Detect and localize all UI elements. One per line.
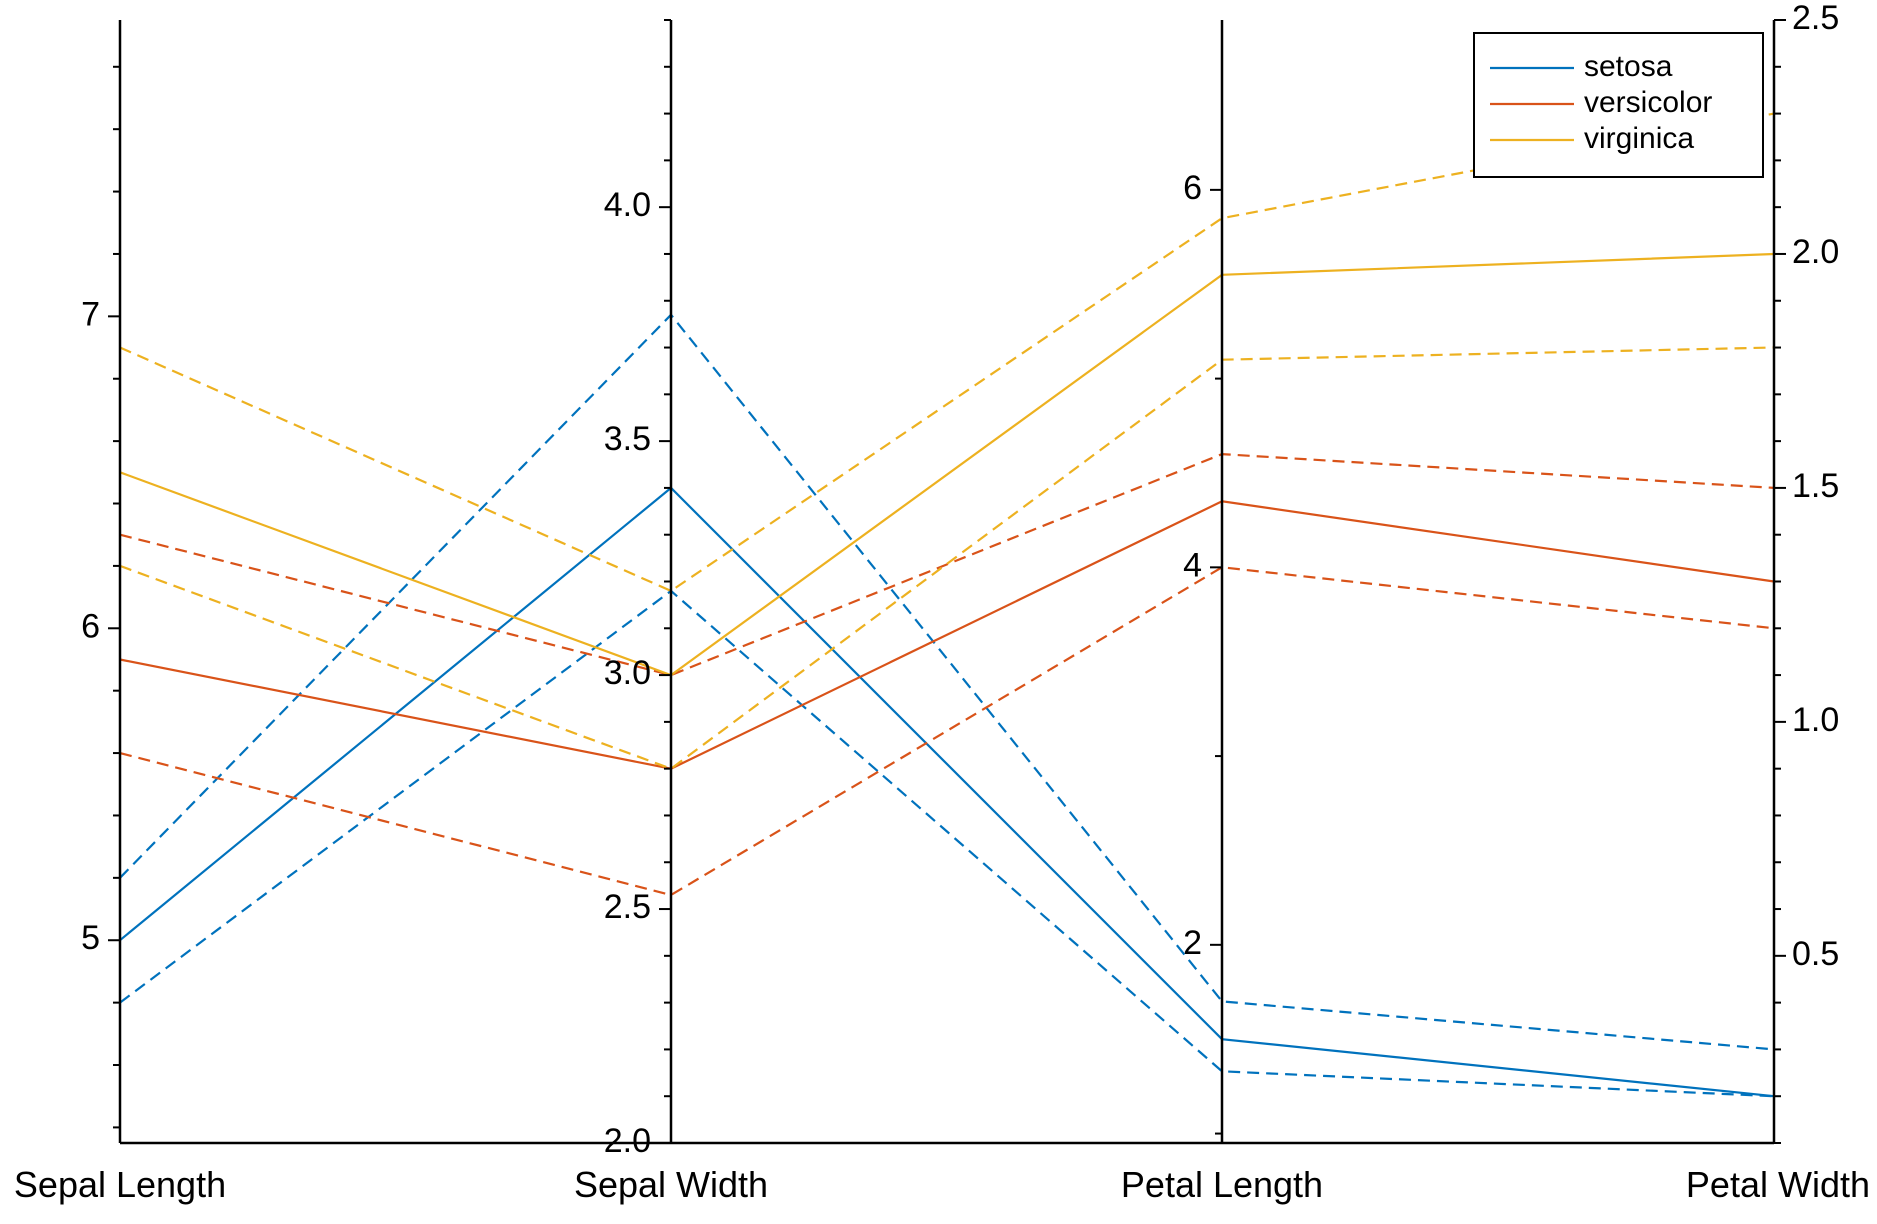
series-line-versicolor-3 (119, 566, 1775, 897)
tick-label-sepal-length-5: 5 (81, 919, 100, 957)
legend-label-versicolor: versicolor (1584, 86, 1712, 119)
tick-label-sepal-width-3-0: 3.0 (604, 654, 651, 692)
tick-label-sepal-length-6: 6 (81, 607, 100, 645)
series-lines-layer (119, 112, 1775, 1098)
tick-label-petal-width-1-5: 1.5 (1792, 467, 1839, 505)
tick-label-sepal-width-4-0: 4.0 (604, 186, 651, 224)
tick-label-sepal-width-2-0: 2.0 (604, 1122, 651, 1160)
tick-label-petal-length-4: 4 (1183, 546, 1202, 584)
series-line-setosa-3 (119, 589, 1775, 1098)
tick-label-petal-width-0-5: 0.5 (1792, 935, 1839, 973)
axis-label-petal-width: Petal Width (1686, 1164, 1870, 1205)
axes-layer: 5 6 7 Sepal Length 2.0 2.5 3.0 3.5 4.0 Sepal Widt… (14, 0, 1870, 1205)
tick-label-petal-width-2-5: 2.5 (1792, 0, 1839, 37)
series-line-virginica-1 (119, 252, 1775, 677)
tick-label-sepal-length-7: 7 (81, 295, 100, 333)
tick-label-sepal-width-2-5: 2.5 (604, 888, 651, 926)
tick-label-petal-length-2: 2 (1183, 924, 1202, 962)
tick-label-sepal-width-3-5: 3.5 (604, 420, 651, 458)
tick-label-petal-length-6: 6 (1183, 169, 1202, 207)
series-line-setosa-1 (119, 486, 1775, 1098)
axis-sepal-width: 2.0 2.5 3.0 3.5 4.0 Sepal Width (574, 19, 768, 1205)
tick-label-petal-width-1-0: 1.0 (1792, 701, 1839, 739)
legend-label-virginica: virginica (1584, 122, 1694, 155)
series-line-versicolor-1 (119, 500, 1775, 770)
axis-petal-width: 0.5 1.0 1.5 2.0 2.5 Petal Width (1686, 0, 1870, 1205)
tick-label-petal-width-2-0: 2.0 (1792, 233, 1839, 271)
axis-label-petal-length: Petal Length (1121, 1164, 1323, 1205)
axis-label-sepal-length: Sepal Length (14, 1164, 226, 1205)
series-line-virginica-3 (119, 346, 1775, 770)
legend-label-setosa: setosa (1584, 50, 1673, 83)
series-line-versicolor-2 (119, 452, 1775, 677)
axis-petal-length: 2 4 6 Petal Length (1121, 20, 1323, 1205)
series-line-setosa-2 (119, 313, 1775, 1051)
axis-sepal-length: 5 6 7 Sepal Length (14, 20, 226, 1205)
axis-label-sepal-width: Sepal Width (574, 1164, 768, 1205)
